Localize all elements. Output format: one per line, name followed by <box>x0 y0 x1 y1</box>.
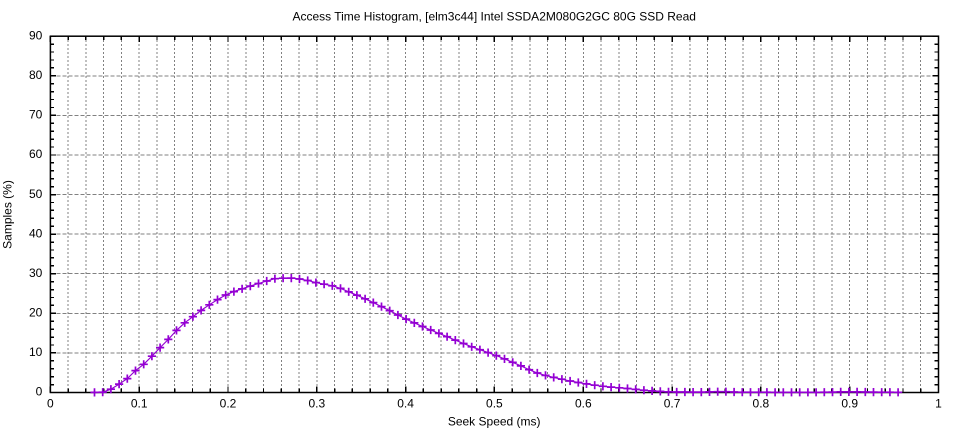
svg-text:10: 10 <box>29 345 43 359</box>
svg-text:Seek Speed (ms): Seek Speed (ms) <box>448 414 541 428</box>
svg-text:0: 0 <box>36 385 43 399</box>
svg-text:0.8: 0.8 <box>753 396 770 410</box>
svg-text:90: 90 <box>29 28 43 42</box>
svg-text:0.5: 0.5 <box>486 396 503 410</box>
svg-text:30: 30 <box>29 266 43 280</box>
svg-text:0.1: 0.1 <box>131 396 148 410</box>
svg-text:20: 20 <box>29 306 43 320</box>
svg-text:0.6: 0.6 <box>575 396 592 410</box>
svg-text:0: 0 <box>47 396 54 410</box>
svg-text:50: 50 <box>29 187 43 201</box>
svg-text:80: 80 <box>29 68 43 82</box>
svg-text:Access Time Histogram, [elm3c4: Access Time Histogram, [elm3c44] Intel S… <box>292 10 696 24</box>
svg-text:Samples (%): Samples (%) <box>1 180 15 249</box>
svg-text:60: 60 <box>29 147 43 161</box>
svg-text:0.9: 0.9 <box>841 396 858 410</box>
svg-text:0.3: 0.3 <box>308 396 325 410</box>
svg-text:0.2: 0.2 <box>220 396 237 410</box>
svg-text:70: 70 <box>29 108 43 122</box>
svg-text:0.7: 0.7 <box>664 396 681 410</box>
svg-text:1: 1 <box>935 396 942 410</box>
svg-text:0.4: 0.4 <box>397 396 414 410</box>
svg-text:40: 40 <box>29 226 43 240</box>
